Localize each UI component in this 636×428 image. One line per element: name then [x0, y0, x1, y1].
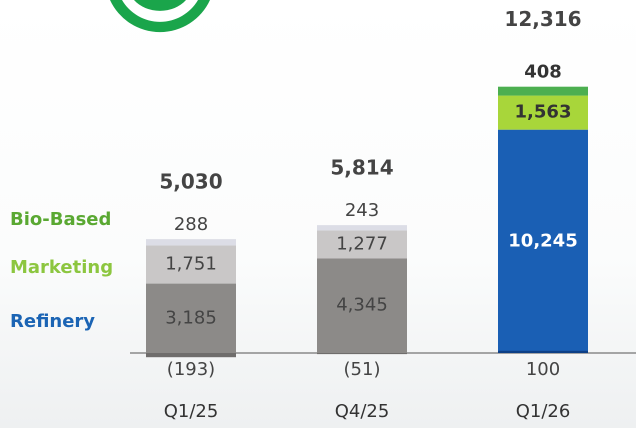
legend-label: Bio-Based — [10, 209, 111, 230]
total-label: 5,030 — [159, 170, 222, 194]
bar-segment — [146, 239, 236, 246]
value-label: 100 — [526, 359, 560, 380]
category-label: Q4/25 — [335, 401, 390, 422]
value-label: 10,245 — [508, 230, 577, 251]
total-label: 12,316 — [504, 7, 581, 31]
value-label: 243 — [345, 200, 379, 221]
bar-segment — [146, 245, 236, 284]
category-label: Q1/26 — [516, 401, 571, 422]
bar-segment — [317, 353, 407, 355]
bar-segment — [146, 283, 236, 353]
value-label: 1,563 — [515, 102, 572, 123]
value-label: (51) — [344, 359, 381, 380]
legend-label: Refinery — [10, 311, 95, 332]
value-label: (193) — [167, 359, 215, 380]
bar-segment — [317, 258, 407, 353]
value-label: 1,277 — [336, 233, 388, 254]
value-label: 4,345 — [336, 295, 388, 316]
bar-segment — [498, 129, 588, 353]
bar-segment — [317, 230, 407, 259]
value-label: 288 — [174, 214, 208, 235]
legend-label: Marketing — [10, 257, 113, 278]
bar-segment — [498, 86, 588, 96]
value-label: 1,751 — [165, 253, 217, 274]
category-label: Q1/25 — [164, 401, 219, 422]
bar-segment — [498, 95, 588, 130]
value-label: 408 — [524, 62, 562, 83]
bar-segment — [498, 350, 588, 353]
logo — [110, 0, 210, 33]
bar-segment — [146, 353, 236, 358]
total-label: 5,814 — [330, 156, 393, 180]
value-label: 3,185 — [165, 307, 217, 328]
bar-segment — [317, 225, 407, 231]
